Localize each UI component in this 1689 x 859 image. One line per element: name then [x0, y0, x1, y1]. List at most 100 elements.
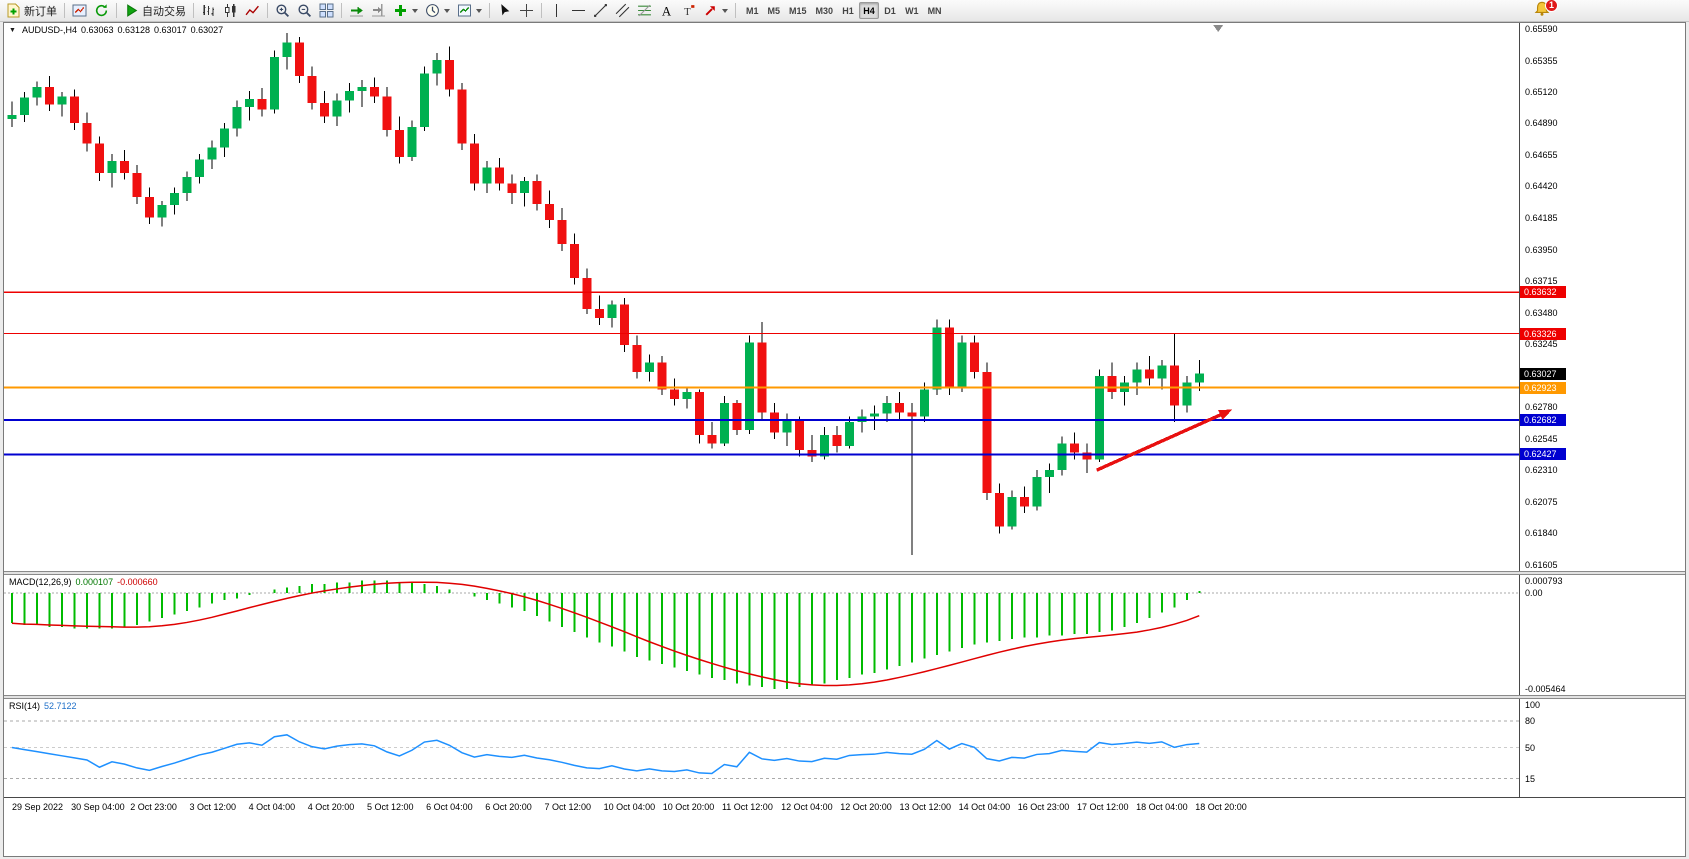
current-price-tag: 0.63027	[1520, 367, 1566, 380]
time-axis[interactable]: 29 Sep 2022 30 Sep 04:00 2 Oct 23:00 3 Oct …	[4, 797, 1685, 819]
time-axis-label: 12 Oct 04:00	[781, 802, 833, 812]
tile-windows-button[interactable]	[316, 1, 337, 20]
macd-main-value: 0.000107	[75, 577, 114, 587]
templates-button[interactable]	[454, 1, 485, 20]
zoom-in-button[interactable]	[272, 1, 293, 20]
time-axis-label: 10 Oct 04:00	[603, 802, 656, 812]
trendline-button[interactable]	[590, 1, 611, 20]
rsi-axis-tick: 50	[1525, 742, 1536, 753]
market-watch-icon	[72, 4, 87, 17]
label-button[interactable]: T	[678, 1, 699, 20]
arrows-button[interactable]	[700, 1, 731, 20]
rsi-axis[interactable]: 100 80 50 15	[1520, 699, 1685, 797]
main-chart-plot[interactable]	[4, 23, 1520, 571]
chart-close-value: 0.63027	[190, 25, 224, 35]
periods-button[interactable]	[422, 1, 453, 20]
timeframe-w1-button[interactable]: W1	[901, 2, 923, 19]
time-axis-label: 18 Oct 04:00	[1136, 802, 1188, 812]
indicators-button[interactable]	[390, 1, 421, 20]
macd-signal-line	[11, 581, 1200, 687]
cursor-icon	[501, 4, 510, 16]
channel-button[interactable]	[612, 1, 633, 20]
chart-high-value: 0.63128	[117, 25, 151, 35]
price-tick: 0.63715	[1525, 276, 1558, 287]
time-axis-label: 29 Sep 2022	[11, 802, 63, 812]
price-tick: 0.64420	[1525, 181, 1558, 192]
timeframe-mn-button[interactable]: MN	[924, 2, 946, 19]
trend-arrow[interactable]	[1095, 409, 1233, 472]
cursor-button[interactable]	[494, 1, 515, 20]
arrows-icon	[705, 6, 715, 16]
chart-shift-button[interactable]	[368, 1, 389, 20]
timeframe-m15-button[interactable]: M15	[785, 2, 811, 19]
new-order-button[interactable]: 新订单	[3, 1, 60, 20]
macd-axis[interactable]: 0.000793 0.00 -0.005464	[1520, 575, 1685, 695]
time-axis-label: 6 Oct 04:00	[426, 802, 473, 812]
timeframe-m5-button[interactable]: M5	[764, 2, 785, 19]
refresh-button[interactable]	[91, 1, 112, 20]
timeframe-m1-button[interactable]: M1	[742, 2, 763, 19]
timeframe-h1-button[interactable]: H1	[838, 2, 858, 19]
timeframe-h4-button[interactable]: H4	[859, 2, 880, 19]
channel-icon	[615, 3, 630, 18]
price-tick: 0.63480	[1525, 307, 1558, 318]
fibonacci-icon	[638, 4, 651, 17]
rsi-plot[interactable]	[4, 699, 1520, 797]
periods-icon	[426, 4, 439, 17]
zoom-out-button[interactable]	[294, 1, 315, 20]
time-axis-label: 10 Oct 20:00	[662, 802, 715, 812]
price-line-tag: 0.63326	[1520, 327, 1566, 340]
notification-badge: 1	[1545, 0, 1558, 12]
timeframe-d1-button[interactable]: D1	[880, 2, 900, 19]
autotrade-icon	[127, 4, 138, 17]
text-button[interactable]: A	[656, 1, 677, 20]
indicators-caret-icon	[412, 8, 418, 13]
new-order-icon	[7, 3, 20, 18]
panel-splitter[interactable]	[4, 695, 1685, 699]
price-tick: 0.65590	[1525, 24, 1558, 34]
bar-chart-button[interactable]	[198, 1, 219, 20]
rsi-svg	[4, 720, 1519, 780]
market-watch-button[interactable]	[69, 1, 90, 20]
fibonacci-button[interactable]	[634, 1, 655, 20]
rsi-label: RSI(14) 52.7122	[9, 701, 77, 711]
text-icon: A	[662, 4, 672, 18]
price-tick: 0.64890	[1525, 118, 1558, 129]
time-axis-label: 4 Oct 04:00	[248, 802, 296, 812]
chart-shift-icon	[372, 4, 385, 17]
candlestick-chart-button[interactable]	[220, 1, 241, 20]
templates-caret-icon	[476, 8, 482, 13]
candles-layer	[7, 33, 1204, 555]
timeframe-group: M1 M5 M15 M30 H1 H4 D1 W1 MN	[742, 2, 946, 19]
one-click-trading-toggle[interactable]: ▼	[9, 26, 16, 34]
auto-scroll-button[interactable]	[346, 1, 367, 20]
panel-splitter[interactable]	[4, 571, 1685, 575]
main-chart-panel: 0.65590 0.65355 0.65120 0.64890 0.64655 0.644…	[4, 23, 1685, 571]
price-tick: 0.61840	[1525, 528, 1558, 539]
window-footer	[4, 819, 1685, 856]
macd-axis-tick: 0.000793	[1525, 576, 1563, 586]
macd-histogram	[10, 580, 1201, 689]
crosshair-button[interactable]	[516, 1, 537, 20]
chart-open-value: 0.63063	[80, 25, 114, 35]
timeframe-m30-button[interactable]: M30	[812, 2, 838, 19]
tile-windows-icon	[319, 3, 334, 18]
price-line-tag: 0.63632	[1520, 286, 1566, 299]
time-axis-label: 5 Oct 12:00	[366, 802, 414, 812]
price-tick: 0.63245	[1525, 339, 1558, 350]
vertical-line-button[interactable]	[546, 1, 567, 20]
chart-low-value: 0.63017	[154, 25, 187, 35]
notifications-button[interactable]: 1	[1534, 0, 1558, 17]
price-axis[interactable]: 0.65590 0.65355 0.65120 0.64890 0.64655 0.644…	[1520, 23, 1685, 571]
autotrade-button[interactable]: 自动交易	[121, 1, 189, 20]
macd-plot[interactable]	[4, 575, 1520, 695]
horizontal-line-button[interactable]	[568, 1, 589, 20]
line-chart-button[interactable]	[242, 1, 263, 20]
price-lines-layer[interactable]	[4, 291, 1519, 456]
price-tick: 0.63950	[1525, 244, 1558, 255]
toolbar-separator	[267, 3, 268, 18]
horizontal-line-icon	[572, 9, 585, 12]
toolbar: 新订单 自动交易	[0, 0, 1689, 22]
bar-chart-icon	[203, 5, 214, 16]
